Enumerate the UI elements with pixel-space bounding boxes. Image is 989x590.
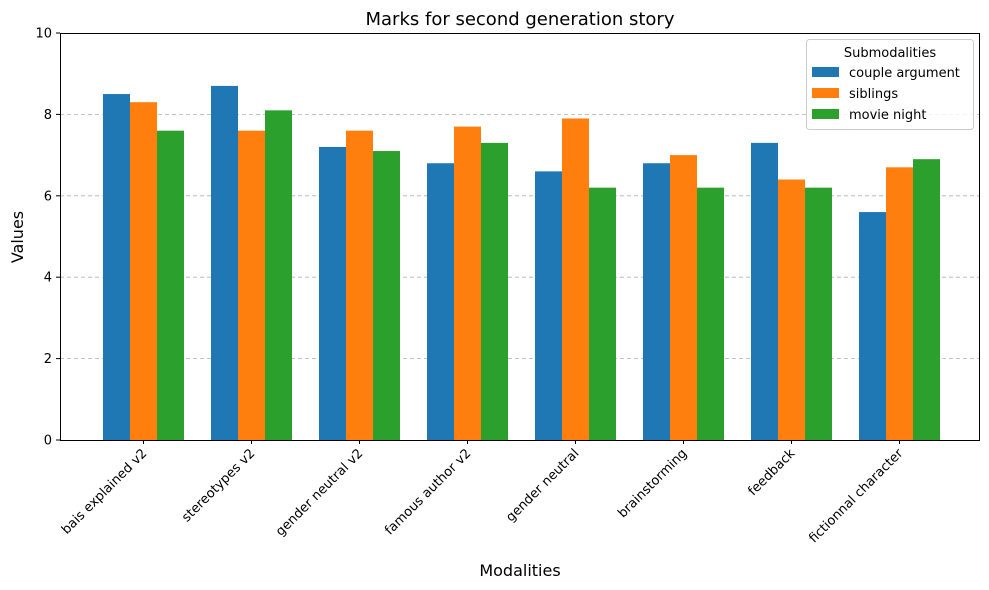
legend: Submodalities couple argument siblings mov… — [806, 39, 974, 130]
legend-swatch — [812, 67, 839, 77]
x-tick-label: brainstorming — [615, 446, 690, 521]
bars — [103, 85, 940, 441]
bar-siblings — [562, 118, 589, 440]
legend-label: movie night — [849, 108, 927, 123]
bar-siblings — [778, 179, 805, 440]
y-tick-label: 2 — [44, 352, 52, 367]
bar-movie-night — [589, 187, 616, 440]
x-tick-label: bais explained v2 — [59, 446, 150, 537]
bar-siblings — [670, 155, 697, 440]
bar-couple-argument — [751, 142, 778, 440]
legend-label: couple argument — [849, 66, 960, 81]
legend-swatch — [812, 109, 839, 119]
grid-lines — [60, 114, 979, 360]
bar-couple-argument — [643, 163, 670, 441]
plot-frame — [60, 33, 980, 441]
y-tick-label: 4 — [44, 271, 52, 286]
bar-siblings — [130, 102, 157, 440]
bar-movie-night — [697, 187, 724, 440]
x-tick-label: stereotypes v2 — [179, 446, 258, 525]
x-tick-label: fictionnal character — [806, 446, 906, 546]
bar-movie-night — [373, 151, 400, 440]
x-axis: bais explained v2 stereotypes v2 gender ne… — [59, 440, 907, 546]
bar-siblings — [238, 130, 265, 440]
bar-couple-argument — [319, 146, 346, 440]
x-tick-label: famous author v2 — [382, 446, 474, 538]
bar-movie-night — [481, 142, 508, 440]
legend-title: Submodalities — [844, 46, 937, 61]
bar-movie-night — [913, 159, 940, 441]
bar-couple-argument — [103, 94, 130, 441]
bar-couple-argument — [427, 163, 454, 441]
x-tick-label: feedback — [745, 446, 798, 499]
bar-movie-night — [157, 130, 184, 440]
bar-siblings — [346, 130, 373, 440]
y-tick-label: 0 — [44, 434, 52, 449]
bar-siblings — [454, 126, 481, 441]
chart-title: Marks for second generation story — [366, 9, 675, 30]
y-tick-label: 10 — [35, 27, 52, 42]
y-axis-label: Values — [8, 211, 27, 263]
bar-couple-argument — [211, 85, 238, 440]
legend-label: siblings — [849, 87, 898, 102]
legend-box — [806, 39, 974, 130]
x-tick-label: gender neutral — [503, 446, 582, 525]
bar-couple-argument — [535, 171, 562, 440]
bar-siblings — [886, 167, 913, 440]
y-axis: 0 2 4 6 8 10 — [35, 27, 60, 449]
x-axis-label: Modalities — [479, 561, 560, 580]
x-tick-label: gender neutral v2 — [273, 446, 366, 539]
bar-movie-night — [265, 110, 292, 440]
legend-items: couple argument siblings movie night — [812, 66, 960, 123]
y-tick-label: 8 — [44, 108, 52, 123]
legend-swatch — [812, 88, 839, 98]
bar-couple-argument — [859, 212, 886, 440]
bar-movie-night — [805, 187, 832, 440]
y-tick-label: 6 — [44, 189, 52, 204]
